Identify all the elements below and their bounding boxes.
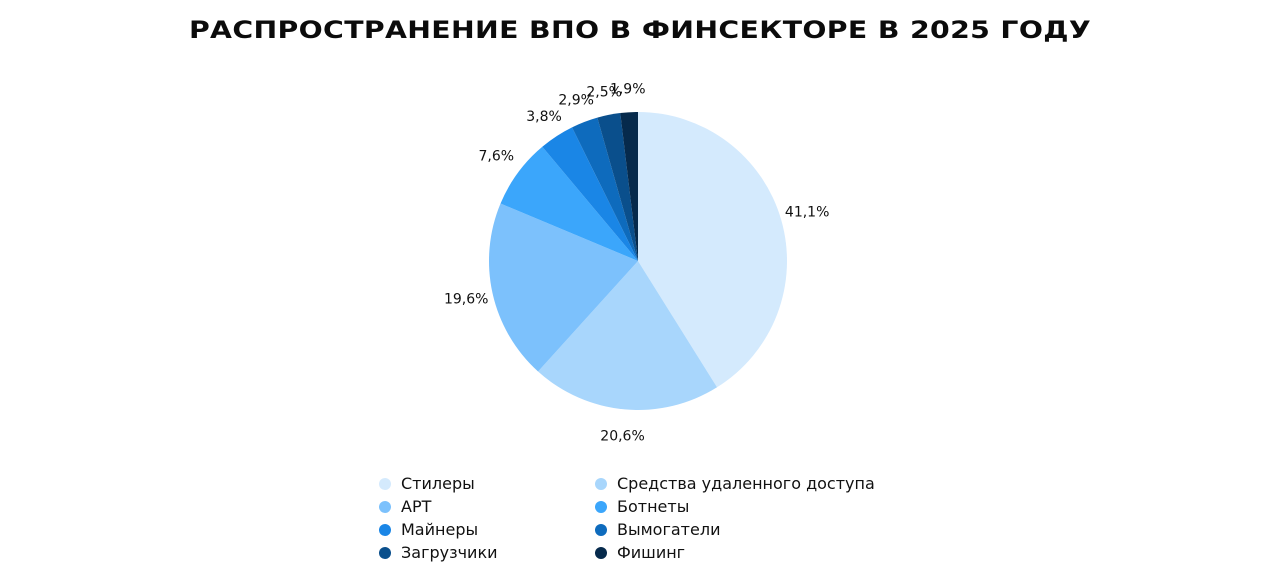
legend-item: Фишинг [595,541,855,564]
legend-swatch [595,523,607,536]
legend-swatch [379,500,391,513]
chart-title: РАСПРОСТРАНЕНИЕ ВПО В ФИНСЕКТОРЕ В 2025 … [188,16,1092,44]
pie-labels: 41,1% 20,6% 19,6% 7,6% 3,8%2,9%2,5%1,9% [444,81,829,444]
legend-swatch [595,500,607,513]
legend-swatch [379,523,391,536]
pie-slice-label-6: 2,5% [586,84,622,100]
pie-slice-5 [572,117,638,262]
pie-slice-2 [489,203,638,372]
legend-swatch [379,477,391,490]
legend-item: APT [379,495,595,518]
pie-slices [489,112,787,410]
legend-label: Средства удаленного доступа [617,474,875,493]
pie-slice-label-7: 1,9% [610,81,646,97]
legend-label: Ботнеты [617,497,690,516]
pie-slice-6 [597,113,638,262]
legend-item: Вымогатели [595,518,855,541]
pie-slice-7 [620,112,638,261]
legend-swatch [379,546,391,559]
legend-swatch [595,477,607,490]
legend-item: Ботнеты [595,495,855,518]
pie-slice-label-0: 41,1% [785,204,829,220]
pie-slice-0 [638,112,787,388]
pie-slice-3 [500,146,638,261]
legend-item: Средства удаленного доступа [595,472,875,495]
pie-slice-label-5: 2,9% [558,92,594,108]
pie-slice-label-2: 19,6% [444,291,488,307]
legend-label: Загрузчики [401,543,498,562]
pie-slice-label-4: 3,8% [526,109,562,125]
legend-item: Загрузчики [379,541,595,564]
legend-item: Майнеры [379,518,595,541]
legend-label: Стилеры [401,474,475,493]
legend-label: Вымогатели [617,520,721,539]
legend-label: Майнеры [401,520,479,539]
pie-slice-4 [542,127,638,261]
legend-swatch [595,546,607,559]
legend-label: APT [401,497,432,516]
legend-label: Фишинг [617,543,686,562]
chart-legend: Стилеры Средства удаленного доступа APT Бот… [379,472,875,564]
pie-slice-1 [538,261,718,410]
pie-slice-label-1: 20,6% [600,428,644,444]
legend-item: Стилеры [379,472,595,495]
pie-slice-label-3: 7,6% [478,149,514,165]
